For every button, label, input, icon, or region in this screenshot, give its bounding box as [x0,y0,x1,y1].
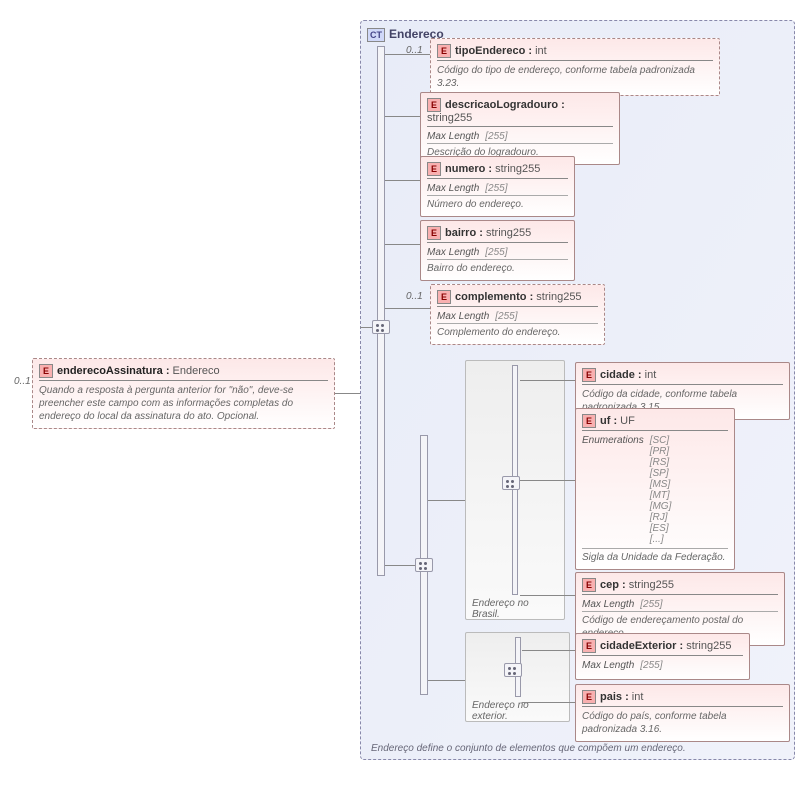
tipo-type: int [535,45,547,57]
el-bai: Ebairro : string255 Max Length[255] Bair… [420,220,575,281]
bai-type: string255 [486,227,531,239]
logr-type: string255 [427,112,472,124]
root-type: Endereco [173,365,220,377]
root-card: 0..1 [14,376,31,387]
logr-max: 255 [488,131,505,142]
el-cext: EcidadeExterior : string255 Max Length[2… [575,633,750,680]
main-sequence [377,46,385,576]
conn [520,595,575,596]
group-exterior: Endereço no exterior. [465,632,570,722]
num-name: numero [445,163,485,175]
el-tipo: EtipoEndereco : int Código do tipo de en… [430,38,720,96]
uf-name: uf [600,415,610,427]
main-compositor [372,320,390,334]
conn [522,702,575,703]
root-name: enderecoAssinatura [57,365,163,377]
comp-max: 255 [498,311,515,322]
bai-max: 255 [488,247,505,258]
grp-ex-label: Endereço no exterior. [472,700,563,722]
connector [335,393,360,394]
cext-type: string255 [686,640,731,652]
num-type: string255 [495,163,540,175]
maxlen-label: Max Length [427,131,479,142]
cext-max: 255 [643,660,660,671]
uf-enums: [SC][PR][RS][SP][MS][MT][MG][RJ][ES][...… [650,435,672,545]
maxlen-label: Max Length [427,183,479,194]
cid-type: int [645,369,657,381]
bai-desc: Bairro do endereço. [427,262,568,275]
conn [520,480,575,481]
cext-name: cidadeExterior [600,640,676,652]
maxlen-label: Max Length [582,599,634,610]
root-desc: Quando a resposta à pergunta anterior fo… [39,384,328,423]
el-pais: Epais : int Código do país, conforme tab… [575,684,790,742]
maxlen-label: Max Length [582,660,634,671]
maxlen-label: Max Length [427,247,479,258]
br-comp [502,476,520,490]
root-element: EenderecoAssinatura : Endereco Quando a … [32,358,335,429]
uf-desc: Sigla da Unidade da Federação. [582,548,728,564]
comp-desc: Complemento do endereço. [437,326,598,339]
comp-card: 0..1 [406,291,423,302]
tipo-name: tipoEndereco [455,45,525,57]
choice-compositor [415,558,433,572]
conn [385,244,420,245]
conn [522,650,575,651]
cep-name: cep [600,579,619,591]
conn [385,54,430,55]
el-logr: EdescricaoLogradouro : string255 Max Len… [420,92,620,165]
maxlen-label: Max Length [437,311,489,322]
conn [360,327,372,328]
el-comp: Ecomplemento : string255 Max Length[255]… [430,284,605,345]
bai-name: bairro [445,227,476,239]
ex-comp [504,663,522,677]
cep-type: string255 [629,579,674,591]
comp-name: complemento [455,291,527,303]
pais-name: pais [600,691,622,703]
num-desc: Número do endereço. [427,198,568,211]
ct-desc: Endereço define o conjunto de elementos … [371,743,686,754]
enum-label: Enumerations [582,435,644,446]
el-uf: Euf : UF Enumerations[SC][PR][RS][SP][MS… [575,408,735,570]
conn [385,116,420,117]
group-brasil: Endereço no Brasil. [465,360,565,620]
cid-name: cidade [600,369,635,381]
conn [385,180,420,181]
grp-br-label: Endereço no Brasil. [472,598,558,620]
conn [520,380,575,381]
tipo-desc: Código do tipo de endereço, conforme tab… [437,64,713,90]
pais-desc: Código do país, conforme tabela padroniz… [582,710,783,736]
pais-type: int [632,691,644,703]
conn [428,680,465,681]
num-max: 255 [488,183,505,194]
uf-type: UF [620,415,635,427]
cep-max: 255 [643,599,660,610]
comp-type: string255 [536,291,581,303]
conn [385,308,430,309]
el-num: Enumero : string255 Max Length[255] Núme… [420,156,575,217]
conn [428,500,465,501]
logr-name: descricaoLogradouro [445,99,558,111]
